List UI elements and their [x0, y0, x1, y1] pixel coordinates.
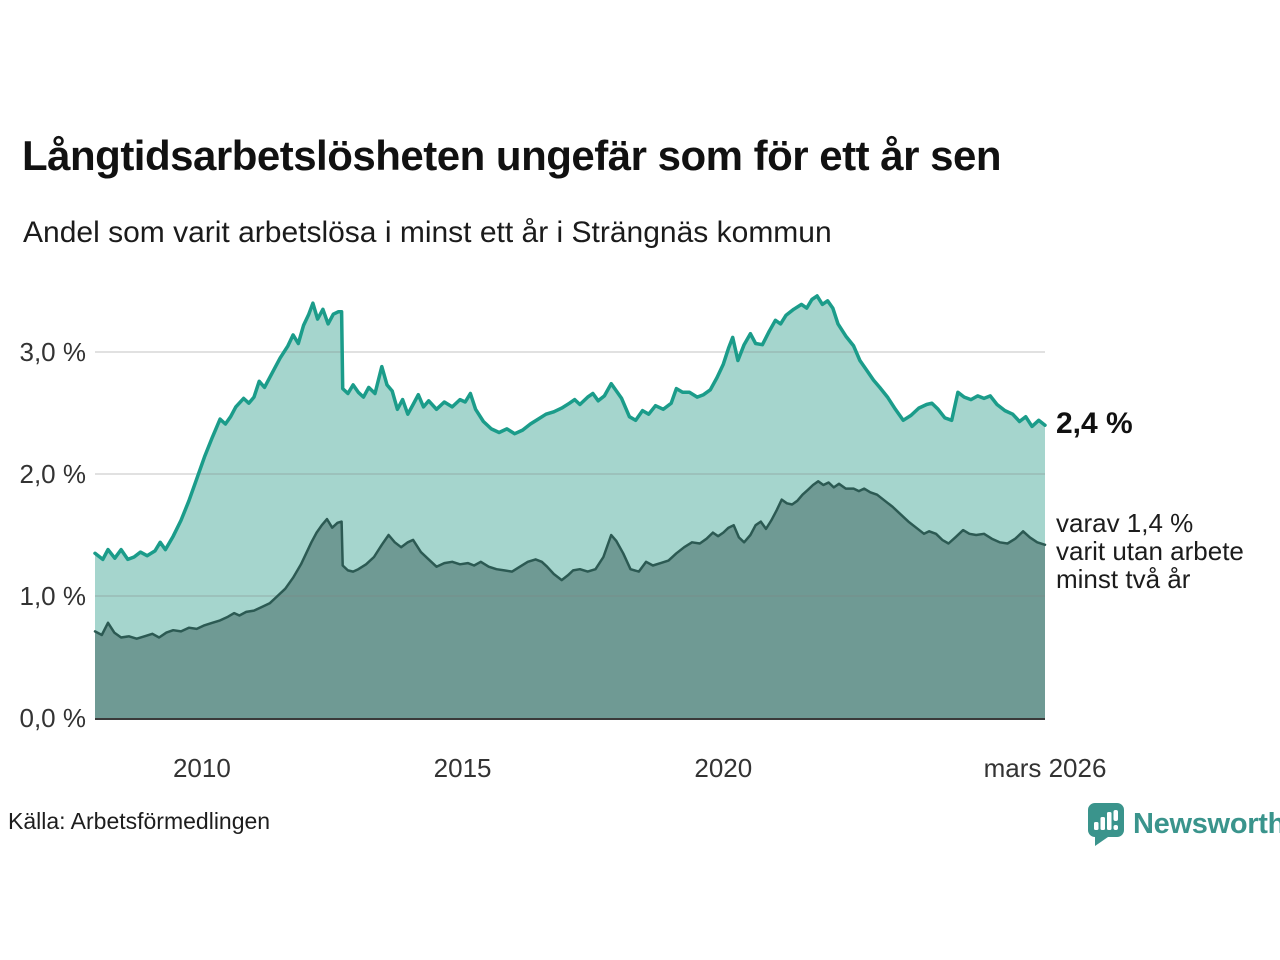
area-fill-series-2 [95, 481, 1045, 718]
y-tick-label: 2,0 % [20, 459, 87, 489]
x-tick-label: mars 2026 [984, 753, 1107, 783]
latest-value-label: 2,4 % [1056, 407, 1133, 440]
logo-wordmark: Newsworthy [1133, 807, 1280, 840]
x-tick-label: 2020 [694, 753, 752, 783]
y-tick-label: 3,0 % [20, 337, 87, 367]
secondary-series-annotation: varav 1,4 % varit utan arbete minst två … [1056, 509, 1244, 593]
x-tick-label: 2010 [173, 753, 231, 783]
secondary-annotation-line2: varit utan arbete [1056, 536, 1244, 566]
page-title: Långtidsarbetslösheten ungefär som för e… [22, 132, 1002, 179]
secondary-annotation-line1: varav 1,4 % [1056, 508, 1194, 538]
x-tick-label: 2015 [434, 753, 492, 783]
page-subtitle: Andel som varit arbetslösa i minst ett å… [23, 216, 832, 249]
y-tick-label: 0,0 % [20, 703, 87, 733]
y-tick-label: 1,0 % [20, 581, 87, 611]
line-series-2 [93, 480, 1047, 640]
speech-bubble-bar-chart-icon [1088, 803, 1124, 846]
newsworthy-logo: Newsworthy [1086, 801, 1280, 847]
secondary-annotation-line3: minst två år [1056, 564, 1191, 594]
area-chart: 3,0 % 2,0 % 1,0 % 0,0 % 2010 2015 2020 mars 202… [20, 294, 1107, 783]
source-credit: Källa: Arbetsförmedlingen [8, 808, 271, 834]
line-series-1 [93, 294, 1047, 562]
